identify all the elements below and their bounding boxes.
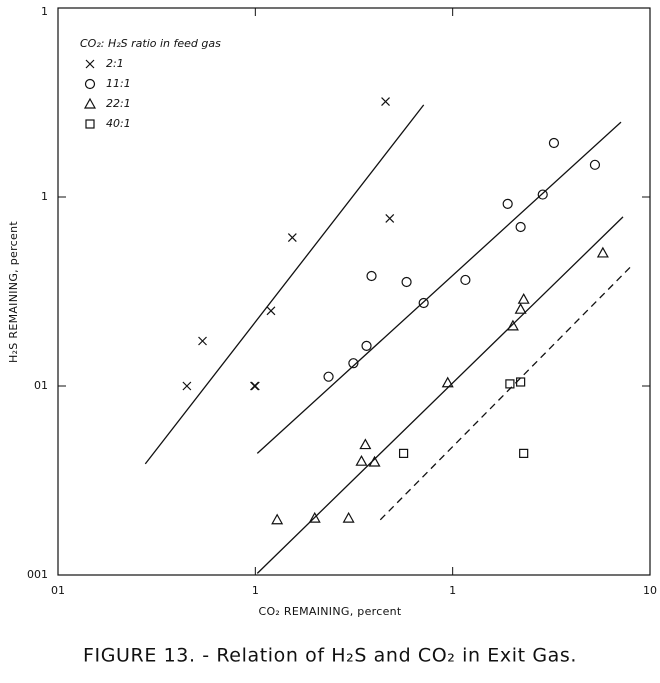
point [381, 97, 390, 106]
y-tick-label: 01 [34, 379, 48, 392]
point [287, 233, 297, 242]
point [266, 306, 276, 316]
point [361, 340, 372, 351]
point [342, 511, 355, 523]
point [515, 221, 526, 233]
point [271, 513, 284, 525]
x-tick-label: 1 [252, 584, 259, 597]
point [182, 381, 192, 391]
point [514, 302, 527, 314]
point [418, 297, 429, 309]
point [323, 371, 334, 382]
legend-marker [83, 97, 97, 109]
legend-marker [85, 119, 95, 129]
point [516, 377, 526, 387]
point [359, 438, 372, 450]
point [366, 270, 377, 282]
legend-label: 11:1 [106, 77, 131, 90]
fit-line [256, 216, 624, 574]
point [505, 379, 515, 389]
y-tick-label: 1 [41, 190, 48, 203]
fit-line [256, 121, 622, 454]
fit-line [379, 263, 634, 521]
x-tick-label: 1 [449, 584, 456, 597]
point [401, 276, 412, 288]
x-tick-label: 01 [51, 584, 65, 597]
legend-title: CO₂: H₂S ratio in feed gas [80, 37, 221, 50]
point [385, 214, 395, 223]
point [250, 381, 260, 391]
plot-frame [57, 7, 651, 576]
point [596, 246, 609, 258]
point [308, 511, 321, 523]
point [548, 137, 560, 149]
legend-marker [85, 59, 95, 69]
point [519, 448, 529, 458]
point [368, 455, 381, 467]
y-axis-label: H₂S REMAINING, percent [7, 221, 20, 363]
caption: FIGURE 13. - Relation of H₂S and CO₂ in … [83, 645, 577, 667]
point [506, 319, 519, 331]
legend-label: 22:1 [106, 97, 131, 110]
point [502, 198, 513, 209]
point [517, 292, 530, 304]
legend-marker [84, 78, 96, 90]
point [355, 454, 368, 466]
point [250, 381, 259, 391]
point [537, 189, 548, 200]
point [460, 274, 471, 286]
point [441, 376, 454, 388]
point [348, 358, 359, 369]
fit-line [144, 104, 425, 465]
point [589, 159, 601, 170]
x-tick-label: 10 [643, 584, 657, 597]
x-axis-label: CO₂ REMAINING, percent [258, 605, 401, 618]
y-tick-label: 1 [41, 5, 48, 18]
point [198, 336, 207, 346]
y-tick-label: 001 [27, 568, 48, 581]
point [398, 448, 409, 458]
legend-label: 2:1 [106, 57, 124, 70]
legend-label: 40:1 [106, 117, 131, 130]
